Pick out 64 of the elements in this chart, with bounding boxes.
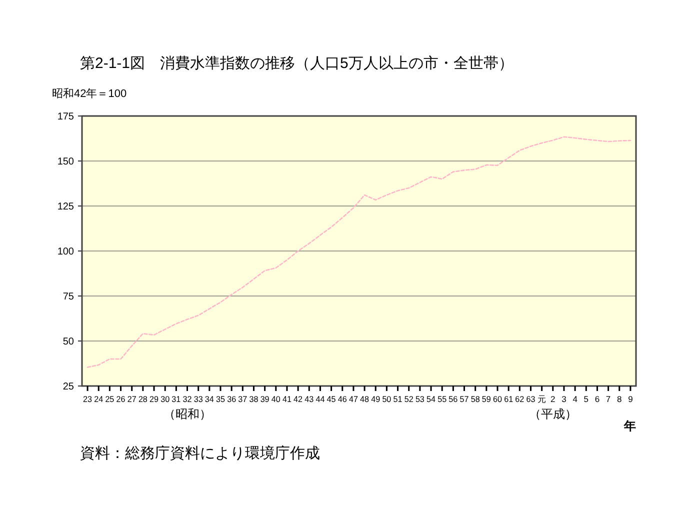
y-tick-label: 125 — [57, 202, 74, 212]
x-tick-label: 4 — [572, 394, 578, 404]
x-tick-label: 46 — [338, 394, 348, 404]
x-tick-label: 5 — [584, 394, 589, 404]
x-tick-label: 30 — [160, 394, 170, 404]
x-tick-label: 39 — [260, 394, 270, 404]
y-tick-label: 50 — [62, 336, 74, 348]
x-tick-label: 38 — [249, 394, 259, 404]
y-tick-label: 175 — [57, 112, 74, 122]
y-tick-label: 75 — [62, 292, 74, 302]
y-tick-label: 25 — [62, 382, 74, 392]
x-tick-label: 43 — [304, 394, 314, 404]
x-tick-label: 26 — [116, 394, 126, 404]
x-tick-label: 45 — [326, 394, 336, 404]
x-tick-label: 7 — [606, 394, 611, 404]
x-tick-label: 41 — [282, 394, 292, 404]
x-tick-label: 33 — [194, 394, 204, 404]
x-tick-label: 2 — [550, 394, 556, 404]
x-tick-label: 54 — [426, 394, 436, 404]
x-tick-label: 57 — [460, 394, 470, 404]
x-tick-label: 6 — [594, 394, 600, 404]
x-tick-label: 25 — [105, 394, 115, 404]
x-tick-label: 元 — [537, 394, 546, 404]
x-tick-label: 23 — [83, 394, 93, 404]
x-tick-label: 37 — [238, 394, 248, 404]
y-axis-title: 昭和42年＝100 — [52, 87, 127, 100]
x-tick-label: 34 — [204, 394, 214, 404]
x-tick-label: 24 — [94, 394, 104, 404]
x-tick-label: 9 — [628, 394, 634, 404]
chart-title: 第2-1-1図 消費水準指数の推移（人口5万人以上の市・全世帯） — [80, 55, 514, 72]
x-tick-label: 31 — [172, 394, 182, 404]
x-tick-label: 48 — [360, 394, 370, 404]
y-tick-label: 100 — [57, 246, 74, 258]
x-tick-label: 55 — [438, 394, 448, 404]
x-tick-label: 3 — [562, 394, 567, 404]
x-tick-label: 62 — [515, 394, 525, 404]
x-tick-label: 40 — [271, 394, 281, 404]
x-tick-label: 60 — [493, 394, 502, 404]
text: （平成） — [528, 407, 577, 421]
x-tick-label: 44 — [316, 394, 326, 404]
x-tick-label: 8 — [617, 394, 622, 404]
x-tick-label: 56 — [448, 394, 458, 404]
y-tick-label: 150 — [57, 156, 74, 168]
x-tick-label: 61 — [504, 394, 514, 404]
x-tick-label: 63 — [526, 394, 536, 404]
x-tick-label: 51 — [393, 394, 403, 404]
x-tick-label: 52 — [404, 394, 414, 404]
x-tick-label: 50 — [382, 394, 392, 404]
x-tick-label: 47 — [348, 394, 358, 404]
x-tick-label: 58 — [470, 394, 480, 404]
x-axis-title: 年 — [623, 419, 636, 433]
text: （昭和） — [163, 407, 212, 421]
x-tick-label: 49 — [371, 394, 381, 404]
x-tick-label: 35 — [216, 394, 226, 404]
x-tick-label: 27 — [127, 394, 137, 404]
x-tick-label: 59 — [482, 394, 492, 404]
x-tick-label: 28 — [138, 394, 148, 404]
x-tick-label: 29 — [150, 394, 159, 404]
x-tick-label: 53 — [415, 394, 425, 404]
x-tick-label: 36 — [227, 394, 237, 404]
x-tick-label: 32 — [182, 394, 192, 404]
line-series — [86, 136, 632, 368]
text: 資料：総務庁資料により環境庁作成 — [80, 445, 320, 462]
x-tick-label: 42 — [294, 394, 304, 404]
